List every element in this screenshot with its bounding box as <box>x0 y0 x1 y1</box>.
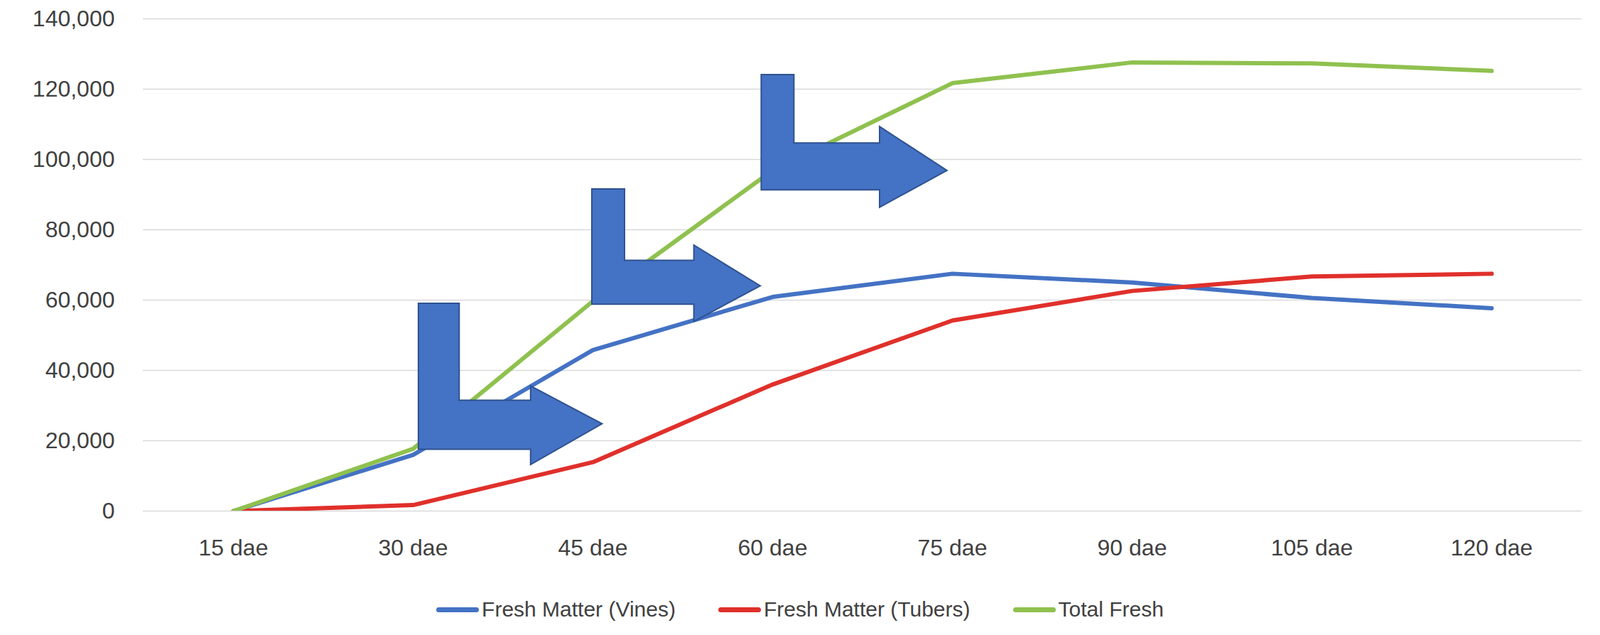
svg-text:120,000: 120,000 <box>32 76 116 102</box>
svg-text:30 dae: 30 dae <box>378 534 449 561</box>
svg-text:20,000: 20,000 <box>45 427 116 454</box>
svg-text:140,000: 140,000 <box>32 5 116 32</box>
svg-text:40,000: 40,000 <box>45 357 116 383</box>
svg-text:45 dae: 45 dae <box>558 534 629 561</box>
svg-text:60,000: 60,000 <box>45 287 116 313</box>
svg-text:105 dae: 105 dae <box>1271 534 1354 561</box>
svg-text:100,000: 100,000 <box>32 146 116 172</box>
html-text:Fresh Matter (Tubers): Fresh Matter (Tubers) <box>763 597 971 621</box>
svg-text:0: 0 <box>102 498 116 524</box>
svg-text:90 dae: 90 dae <box>1097 534 1168 561</box>
svg-text:60 dae: 60 dae <box>738 534 808 561</box>
html-text:Fresh Matter (Vines): Fresh Matter (Vines) <box>481 597 676 621</box>
svg-text:15 dae: 15 dae <box>198 534 269 561</box>
svg-text:120 dae: 120 dae <box>1450 534 1534 561</box>
svg-text:75 dae: 75 dae <box>917 534 988 561</box>
html-text:Total Fresh: Total Fresh <box>1058 597 1164 621</box>
svg-text:80,000: 80,000 <box>45 216 116 243</box>
